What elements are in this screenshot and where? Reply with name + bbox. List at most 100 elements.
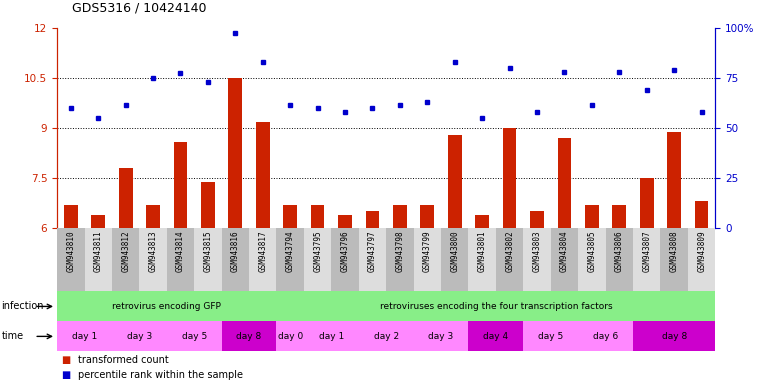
- Bar: [112, 228, 139, 291]
- Text: GSM943802: GSM943802: [505, 231, 514, 272]
- Bar: [112, 321, 167, 351]
- Bar: [503, 128, 517, 228]
- Text: GSM943795: GSM943795: [313, 231, 322, 272]
- Bar: [633, 321, 715, 351]
- Bar: [633, 228, 661, 291]
- Bar: [578, 228, 606, 291]
- Bar: [578, 321, 633, 351]
- Bar: [386, 228, 414, 291]
- Text: day 1: day 1: [72, 332, 97, 341]
- Text: day 5: day 5: [538, 332, 563, 341]
- Text: GSM943804: GSM943804: [560, 231, 569, 272]
- Text: GSM943806: GSM943806: [615, 231, 624, 272]
- Bar: [640, 178, 654, 228]
- Bar: [476, 215, 489, 228]
- Bar: [365, 212, 379, 228]
- Text: GSM943817: GSM943817: [258, 231, 267, 272]
- Text: GSM943803: GSM943803: [533, 231, 542, 272]
- Bar: [167, 228, 194, 291]
- Bar: [530, 212, 544, 228]
- Bar: [304, 228, 331, 291]
- Bar: [448, 135, 462, 228]
- Bar: [585, 205, 599, 228]
- Bar: [606, 228, 633, 291]
- Bar: [167, 321, 221, 351]
- Bar: [558, 138, 572, 228]
- Bar: [256, 122, 269, 228]
- Text: day 4: day 4: [483, 332, 508, 341]
- Bar: [228, 78, 242, 228]
- Text: GSM943796: GSM943796: [341, 231, 349, 272]
- Bar: [310, 205, 324, 228]
- Bar: [119, 168, 132, 228]
- Text: GSM943815: GSM943815: [203, 231, 212, 272]
- Text: GSM943816: GSM943816: [231, 231, 240, 272]
- Text: ■: ■: [61, 356, 70, 366]
- Text: day 6: day 6: [593, 332, 618, 341]
- Text: day 3: day 3: [428, 332, 454, 341]
- Text: GSM943814: GSM943814: [176, 231, 185, 272]
- Bar: [174, 142, 187, 228]
- Text: GSM943813: GSM943813: [148, 231, 158, 272]
- Bar: [194, 228, 221, 291]
- Text: day 1: day 1: [319, 332, 344, 341]
- Text: GSM943799: GSM943799: [423, 231, 431, 272]
- Text: transformed count: transformed count: [78, 356, 168, 366]
- Bar: [338, 215, 352, 228]
- Bar: [414, 228, 441, 291]
- Bar: [469, 228, 496, 291]
- Text: GSM943794: GSM943794: [285, 231, 295, 272]
- Bar: [276, 291, 715, 321]
- Bar: [276, 228, 304, 291]
- Bar: [695, 202, 708, 228]
- Bar: [496, 228, 524, 291]
- Text: day 3: day 3: [127, 332, 152, 341]
- Bar: [613, 205, 626, 228]
- Bar: [221, 228, 249, 291]
- Text: GSM943797: GSM943797: [368, 231, 377, 272]
- Text: GSM943809: GSM943809: [697, 231, 706, 272]
- Bar: [667, 132, 681, 228]
- Text: GSM943798: GSM943798: [396, 231, 404, 272]
- Text: day 5: day 5: [182, 332, 207, 341]
- Bar: [688, 228, 715, 291]
- Text: day 8: day 8: [661, 332, 687, 341]
- Text: ■: ■: [61, 370, 70, 380]
- Bar: [201, 182, 215, 228]
- Bar: [249, 228, 276, 291]
- Text: day 8: day 8: [237, 332, 262, 341]
- Text: time: time: [2, 331, 24, 341]
- Bar: [524, 228, 551, 291]
- Text: GSM943801: GSM943801: [478, 231, 487, 272]
- Bar: [358, 321, 414, 351]
- Bar: [524, 321, 578, 351]
- Text: day 2: day 2: [374, 332, 399, 341]
- Bar: [469, 321, 524, 351]
- Text: GSM943808: GSM943808: [670, 231, 679, 272]
- Text: GSM943807: GSM943807: [642, 231, 651, 272]
- Bar: [57, 291, 276, 321]
- Bar: [393, 205, 407, 228]
- Bar: [421, 205, 435, 228]
- Text: GSM943812: GSM943812: [121, 231, 130, 272]
- Text: day 0: day 0: [278, 332, 303, 341]
- Bar: [331, 228, 358, 291]
- Bar: [91, 215, 105, 228]
- Bar: [441, 228, 469, 291]
- Bar: [57, 228, 84, 291]
- Bar: [139, 228, 167, 291]
- Text: percentile rank within the sample: percentile rank within the sample: [78, 370, 243, 380]
- Text: retrovirus encoding GFP: retrovirus encoding GFP: [113, 302, 221, 311]
- Text: GSM943800: GSM943800: [451, 231, 460, 272]
- Text: GSM943811: GSM943811: [94, 231, 103, 272]
- Bar: [358, 228, 386, 291]
- Bar: [414, 321, 469, 351]
- Bar: [304, 321, 358, 351]
- Bar: [146, 205, 160, 228]
- Text: GSM943810: GSM943810: [66, 231, 75, 272]
- Bar: [551, 228, 578, 291]
- Text: retroviruses encoding the four transcription factors: retroviruses encoding the four transcrip…: [380, 302, 613, 311]
- Text: infection: infection: [2, 301, 44, 311]
- Text: GDS5316 / 10424140: GDS5316 / 10424140: [72, 2, 207, 15]
- Bar: [221, 321, 276, 351]
